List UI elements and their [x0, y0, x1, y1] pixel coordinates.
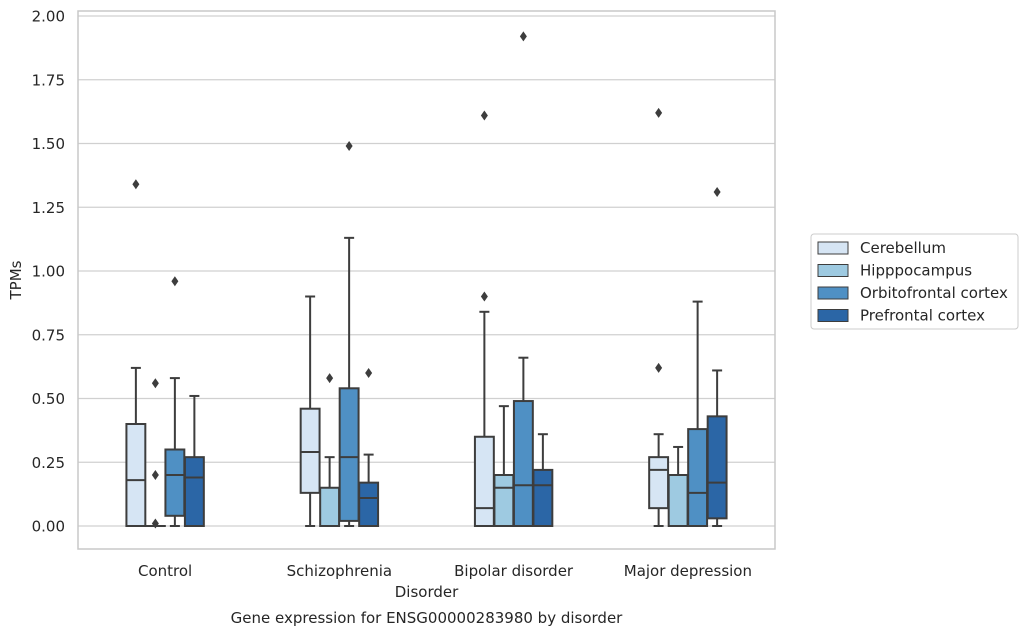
legend-label: Hipppocampus — [860, 262, 972, 280]
y-tick-label: 1.50 — [32, 135, 65, 153]
legend-swatch — [817, 264, 849, 277]
box-iqr — [648, 456, 670, 510]
outlier-point — [480, 291, 488, 302]
y-tick-label: 0.50 — [32, 390, 65, 408]
box-iqr — [358, 481, 380, 527]
y-tick-label: 1.25 — [32, 199, 65, 217]
box-iqr — [706, 415, 728, 520]
box-iqr — [299, 407, 321, 494]
x-tick-label: Major depression — [624, 562, 752, 580]
box-cerebellum — [473, 110, 495, 527]
box-iqr — [493, 474, 515, 527]
box-prefrontal-cortex — [532, 433, 554, 527]
box-orbitofrontal-cortex — [164, 276, 186, 527]
box-cerebellum — [648, 107, 670, 527]
legend-label: Orbitofrontal cortex — [860, 284, 1008, 302]
box-hipppocampus — [493, 405, 515, 527]
legend-label: Cerebellum — [860, 239, 946, 257]
y-tick-label: 2.00 — [32, 8, 65, 26]
outlier-point — [132, 179, 140, 190]
box-iqr — [512, 400, 534, 527]
box-hipppocampus — [667, 445, 689, 527]
box-cerebellum — [299, 295, 321, 527]
outlier-point — [151, 470, 159, 480]
y-tick-label: 0.00 — [32, 518, 65, 536]
x-tick-label: Bipolar disorder — [454, 562, 574, 580]
legend-label: Prefrontal cortex — [860, 307, 985, 325]
box-prefrontal-cortex — [183, 394, 205, 527]
legend-swatch — [817, 241, 849, 255]
y-tick-label: 1.75 — [32, 71, 65, 89]
box-iqr — [125, 423, 147, 527]
y-tick-labels: 0.00 0.25 0.50 0.75 1.00 1.25 1.50 1.75 2.00 — [32, 8, 65, 536]
outlier-point — [519, 31, 527, 42]
box-iqr — [532, 468, 554, 527]
x-tick-label: Schizophrenia — [287, 562, 392, 580]
outlier-point — [151, 518, 159, 529]
box-iqr — [338, 387, 360, 522]
box-iqr — [164, 448, 186, 517]
outlier-point — [326, 373, 334, 384]
box-iqr — [319, 486, 341, 527]
box-iqr — [667, 474, 689, 527]
legend-swatch — [817, 309, 849, 322]
outlier-point — [480, 110, 488, 121]
legend: Cerebellum Hipppocampus Orbitofrontal cort… — [810, 233, 1019, 330]
box-iqr — [473, 435, 495, 527]
x-tick-label: Control — [138, 562, 192, 580]
box-orbitofrontal-cortex — [687, 300, 709, 528]
box-hipppocampus — [319, 373, 341, 527]
outlier-point — [713, 186, 721, 197]
outlier-point — [151, 378, 159, 389]
x-tick-labels: Control Schizophrenia Bipolar disorder Majo… — [138, 562, 752, 580]
outlier-point — [345, 141, 353, 152]
box-orbitofrontal-cortex — [338, 141, 360, 527]
box-prefrontal-cortex — [358, 368, 380, 527]
y-tick-label: 0.75 — [32, 326, 65, 344]
box-iqr — [183, 456, 205, 527]
x-axis-label: Disorder — [395, 583, 459, 601]
box-hipppocampus — [144, 378, 166, 529]
outlier-point — [655, 362, 663, 373]
y-tick-label: 0.25 — [32, 454, 65, 472]
outlier-point — [171, 276, 179, 287]
legend-swatch — [817, 286, 849, 300]
y-tick-label: 1.00 — [32, 263, 65, 281]
outlier-point — [365, 368, 373, 378]
box-prefrontal-cortex — [706, 186, 728, 527]
y-axis-label: TPMs — [7, 260, 25, 300]
plot-frame — [77, 10, 776, 550]
box-cerebellum — [125, 179, 147, 527]
legend-frame — [810, 233, 1019, 330]
box-iqr — [687, 428, 709, 528]
box-groups — [125, 31, 728, 529]
outlier-point — [655, 107, 663, 118]
chart-caption: Gene expression for ENSG00000283980 by d… — [231, 609, 624, 627]
box-orbitofrontal-cortex — [512, 31, 534, 527]
